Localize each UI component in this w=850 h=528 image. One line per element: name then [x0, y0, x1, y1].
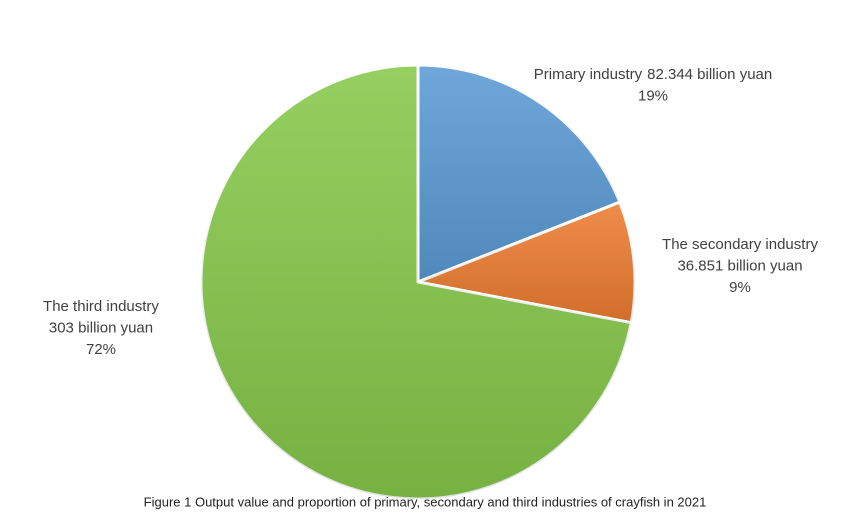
percent-label: 72% [86, 341, 116, 358]
category-label: Primary industry [534, 66, 643, 83]
slice-label: 9% [729, 279, 751, 296]
amount-label: 303 billion yuan [49, 319, 153, 336]
slice-label: 303 billion yuan [49, 319, 153, 336]
slice-label: 36.851 billion yuan [677, 257, 802, 274]
category-label: The secondary industry [662, 236, 818, 253]
slice-label: 72% [86, 341, 116, 358]
slice-label: Primary industry 82.344 billion yuan [534, 66, 772, 83]
slice-label: The secondary industry [662, 236, 818, 253]
amount-label: 36.851 billion yuan [677, 257, 802, 274]
pie [199, 63, 637, 501]
slice-label: The third industry [43, 298, 159, 315]
category-label: The third industry [43, 298, 159, 315]
caption: Figure 1 Output value and proportion of … [144, 494, 707, 509]
slice-label: 19% [638, 87, 668, 104]
amount-label: 82.344 billion yuan [647, 66, 772, 83]
percent-label: 19% [638, 87, 668, 104]
percent-label: 9% [729, 279, 751, 296]
